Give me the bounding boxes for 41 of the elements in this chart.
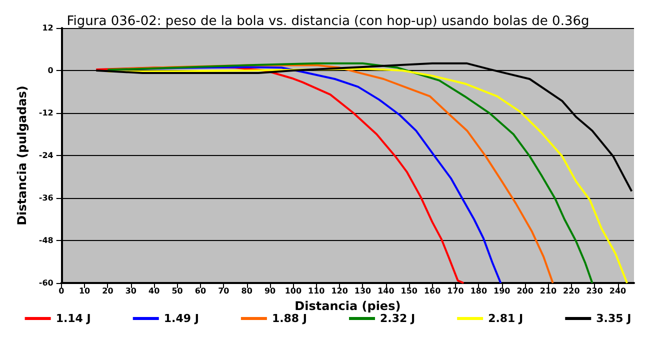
x-tick-label: 230: [586, 286, 604, 296]
legend-label: 2.32 J: [380, 312, 416, 325]
x-tick-label: 0: [58, 286, 65, 296]
x-tick-label: 120: [331, 286, 348, 296]
chart-title: Figura 036-02: peso de la bola vs. distancia (con hop-up) usando bolas de 0.36g: [66, 14, 590, 29]
x-tick-label: 130: [354, 286, 372, 296]
x-tick-label: 200: [516, 286, 534, 296]
legend-label: 1.49 J: [164, 312, 199, 325]
y-tick-label: -24: [38, 151, 54, 160]
x-tick-label: 190: [494, 286, 511, 296]
y-tick-label: 12: [42, 24, 54, 32]
x-tick-label: 80: [241, 286, 253, 296]
x-tick-label: 60: [194, 286, 206, 296]
x-tick-label: 140: [378, 286, 395, 296]
x-tick-label: 240: [609, 286, 627, 296]
x-tick-label: 210: [540, 286, 557, 296]
legend-label: 1.14 J: [56, 312, 91, 325]
x-tick-label: 20: [102, 286, 114, 296]
x-tick-label: 180: [470, 286, 488, 296]
x-tick-label: 70: [218, 286, 230, 296]
y-tick-label: 0: [48, 66, 54, 75]
x-tick-label: 30: [125, 286, 137, 296]
y-tick-label: -48: [38, 236, 54, 245]
x-axis-title: Distancia (pies): [294, 298, 401, 313]
legend-label: 3.35 J: [596, 312, 632, 325]
legend-label: 2.81 J: [488, 312, 524, 325]
x-tick-label: 40: [148, 286, 160, 296]
x-tick-label: 170: [447, 286, 464, 296]
x-tick-label: 10: [78, 286, 91, 296]
y-tick-label: -60: [38, 278, 54, 288]
y-axis-title: Distancia (pulgadas): [15, 86, 29, 226]
x-tick-label: 220: [563, 286, 580, 296]
x-tick-label: 90: [264, 286, 276, 296]
x-tick-label: 50: [172, 286, 184, 296]
y-tick-label: -12: [38, 108, 54, 118]
y-tick-label: -36: [38, 194, 54, 202]
x-tick-label: 150: [400, 286, 418, 296]
x-tick-label: 100: [284, 286, 302, 296]
legend-label: 1.88 J: [272, 312, 307, 325]
x-tick-label: 110: [308, 286, 326, 296]
x-tick-label: 160: [424, 286, 442, 296]
